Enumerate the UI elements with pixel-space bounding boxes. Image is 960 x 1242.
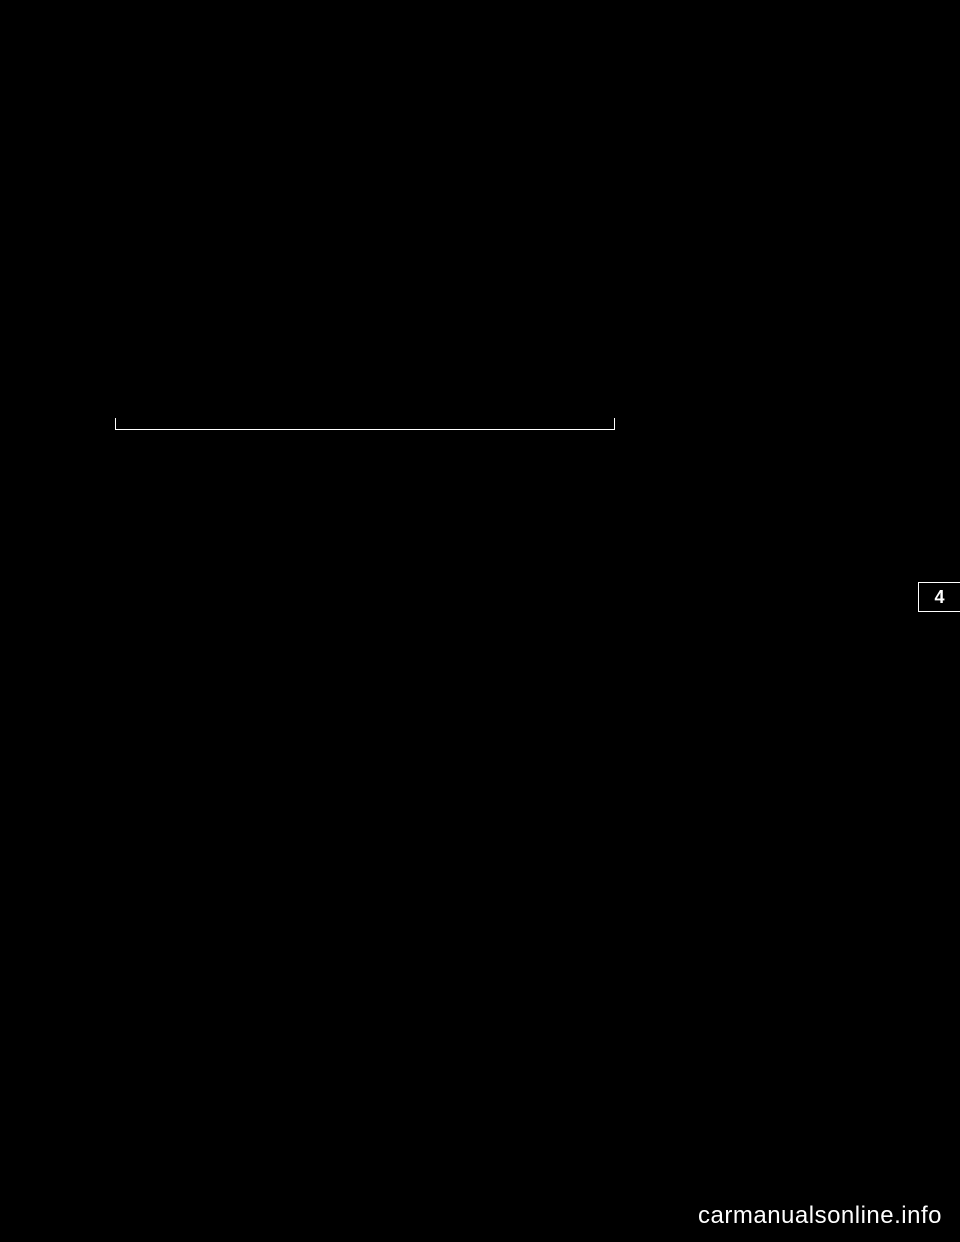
watermark-text: carmanualsonline.info	[698, 1202, 942, 1230]
chapter-tab: 4	[918, 582, 960, 612]
chapter-number: 4	[934, 587, 944, 608]
section-bracket	[115, 418, 615, 430]
